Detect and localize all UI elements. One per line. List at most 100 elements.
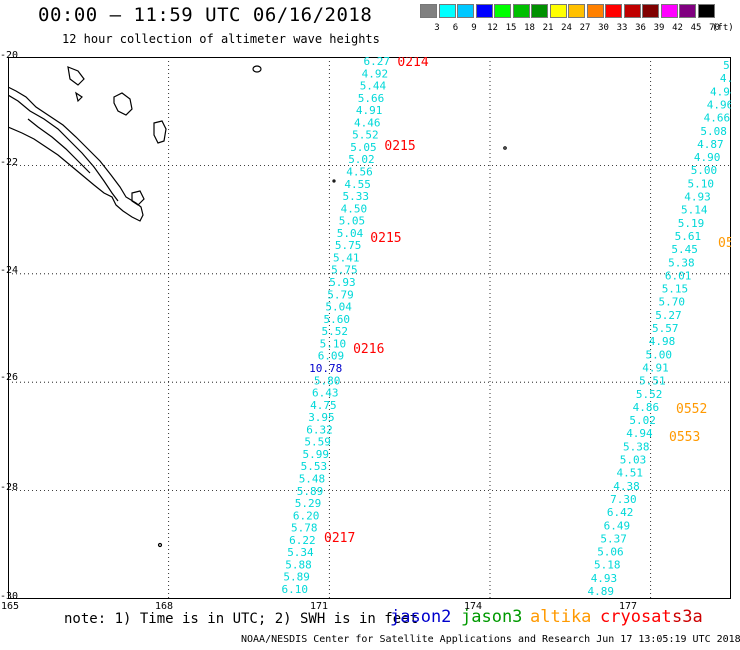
- lon-label-171: 171: [310, 601, 329, 612]
- wave-height-reading: 5.70: [659, 296, 686, 309]
- legend-label: 12: [487, 23, 498, 33]
- wave-height-reading: 5.34: [287, 546, 314, 559]
- wave-height-reading: 4.66: [704, 112, 731, 125]
- wave-height-reading: 5.51: [639, 375, 666, 388]
- wave-height-reading: 4.98: [649, 335, 676, 348]
- legend-swatch: [605, 4, 622, 18]
- wave-height-reading: 5.60: [324, 313, 351, 326]
- lat-label-20: -20: [0, 50, 19, 61]
- wave-height-reading: 5.18: [594, 559, 621, 572]
- wave-height-reading: 4.94: [710, 85, 731, 98]
- wave-height-reading: 5.80: [314, 374, 341, 387]
- legend-label: 9: [471, 23, 477, 33]
- altimeter-map: 6.274.925.445.664.914.465.525.055.024.56…: [8, 57, 731, 599]
- wave-height-reading: 5.44: [360, 80, 387, 93]
- lat-label-24: -24: [0, 265, 19, 276]
- wave-height-reading: 5.05: [350, 141, 377, 154]
- wave-height-reading: 5.04: [325, 301, 352, 314]
- legend-label: 6: [452, 23, 459, 33]
- legend-label: 30: [598, 23, 609, 33]
- wave-height-reading: 6.09: [318, 350, 345, 363]
- wave-height-reading: 4.9: [720, 72, 731, 85]
- wave-height-reading: 6.01: [665, 269, 692, 282]
- legend-swatch: [660, 4, 678, 18]
- wave-height-reading: 5.38: [623, 440, 650, 453]
- legend-label: 33: [616, 23, 628, 33]
- wave-height-reading: 5.27: [655, 309, 682, 322]
- pass-time-label: 055: [718, 236, 731, 251]
- satellite-cryosat: cryosat: [600, 607, 672, 627]
- legend-swatch: [549, 4, 567, 18]
- wave-height-reading: 4.87: [697, 138, 724, 151]
- wave-height-reading: 6.20: [293, 509, 320, 522]
- legend-label: 39: [653, 23, 665, 33]
- wave-height-reading: 5.1: [723, 59, 731, 72]
- legend-swatch: [623, 4, 641, 18]
- pass-time-label: 0216: [353, 342, 384, 357]
- coastline: [8, 65, 507, 548]
- wave-height-reading: 5.33: [343, 190, 370, 203]
- legend-swatch: [642, 4, 659, 18]
- wave-height-reading: 6.27: [364, 57, 391, 68]
- legend-label: 3: [434, 23, 440, 33]
- wave-height-reading: 5.10: [688, 177, 715, 190]
- wave-height-reading: 4.91: [356, 104, 383, 117]
- wave-height-reading: 5.59: [304, 436, 331, 449]
- wave-height-reading: 6.22: [289, 534, 316, 547]
- pass-time-label: 0215: [370, 231, 401, 246]
- legend-swatch: [531, 4, 548, 18]
- wave-height-reading: 5.19: [678, 217, 705, 230]
- wave-height-reading: 4.51: [617, 467, 644, 480]
- pass-time-label: 0214: [397, 57, 428, 70]
- wave-height-reading: 5.38: [668, 256, 695, 269]
- wave-height-reading: 4.90: [694, 151, 721, 164]
- legend-label: 36: [635, 23, 646, 33]
- map-border: [8, 57, 731, 599]
- legend-swatch: [679, 4, 696, 18]
- wave-height-reading: 4.38: [613, 480, 640, 493]
- legend-label: 18: [524, 23, 535, 33]
- wave-height-reading: 5.79: [327, 288, 354, 301]
- satellite-jason3: jason3: [461, 607, 523, 627]
- wave-height-reading: 5.53: [301, 460, 328, 473]
- graticule: [8, 57, 731, 599]
- wave-height-reading: 5.61: [675, 230, 702, 243]
- wave-height-reading: 5.05: [339, 215, 366, 228]
- pass-time-label: 0217: [324, 531, 355, 546]
- wave-height-reading: 5.02: [629, 414, 656, 427]
- lat-label-28: -28: [0, 482, 19, 493]
- wave-height-reading: 6.43: [312, 387, 339, 400]
- wave-height-reading: 5.78: [291, 522, 318, 535]
- wave-height-reading: 4.93: [591, 572, 618, 585]
- color-legend: 3 6 9 12 15 18 21 24 27 30 33 36 39 42 45 70 (ft): [420, 4, 734, 36]
- lon-label-165: 165: [1, 601, 20, 612]
- legend-label: 15: [505, 23, 517, 33]
- wave-height-reading: 5.99: [303, 448, 330, 461]
- wave-height-reading: 5.14: [681, 204, 708, 217]
- pass-time-label: 0215: [384, 139, 415, 154]
- map-title: 00:00 – 11:59 UTC 06/16/2018: [38, 4, 373, 26]
- lat-label-26: -26: [0, 372, 19, 383]
- wave-height-reading: 4.94: [626, 427, 653, 440]
- satellite-altika: altika: [530, 607, 592, 627]
- wave-height-reading: 5.75: [331, 264, 358, 277]
- wave-height-reading: 5.66: [358, 92, 385, 105]
- wave-height-reading: 4.91: [642, 361, 669, 374]
- wave-height-reading: 5.41: [333, 252, 360, 265]
- lon-label-177: 177: [619, 601, 638, 612]
- wave-height-reading: 4.56: [346, 166, 373, 179]
- wave-height-tracks: 6.274.925.445.664.914.465.525.055.024.56…: [282, 57, 732, 598]
- wave-height-reading: 5.93: [329, 276, 356, 289]
- legend-swatch: [512, 4, 530, 18]
- pass-time-label: 0552: [676, 402, 707, 417]
- wave-height-reading: 6.32: [306, 423, 333, 436]
- legend-label: 21: [542, 23, 554, 33]
- wave-height-reading: 4.75: [310, 399, 337, 412]
- wave-height-reading: 5.00: [646, 348, 673, 361]
- legend-swatch: [697, 4, 715, 18]
- legend-label: 27: [579, 23, 591, 33]
- wave-height-reading: 5.52: [636, 388, 663, 401]
- lat-label-30: -30: [0, 591, 19, 602]
- wave-height-reading: 5.88: [285, 558, 312, 571]
- map-area: 6.27 4.92 5.44 5.66 4.91 4.46 5.52 5.05 5.02 4.56…: [8, 57, 731, 599]
